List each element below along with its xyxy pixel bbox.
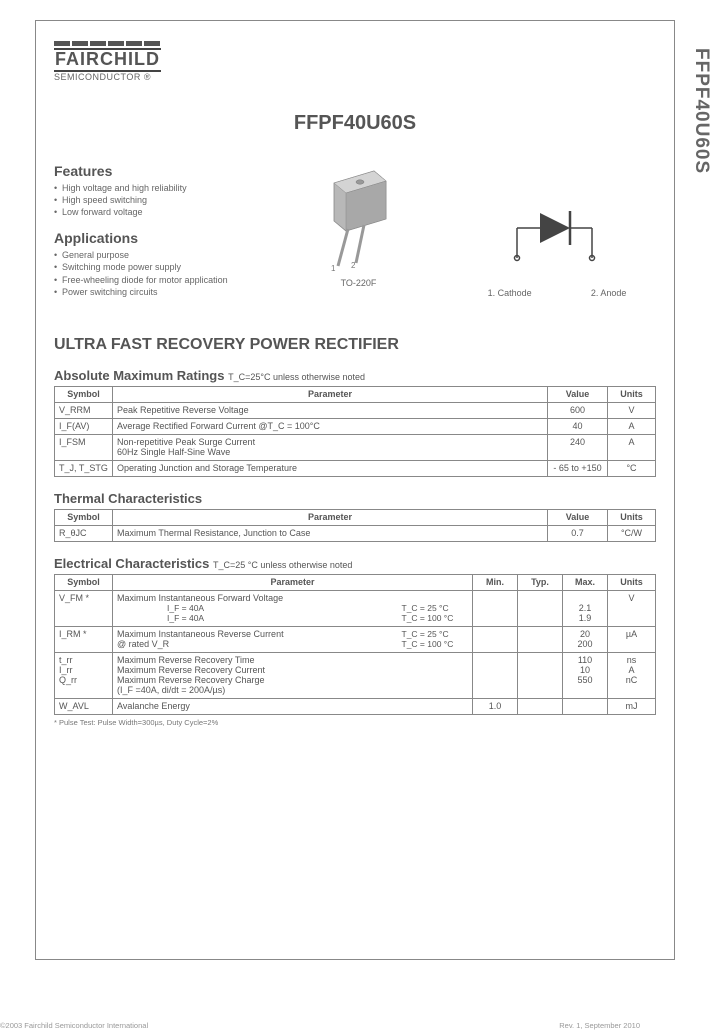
th: Units <box>608 509 656 525</box>
th: Symbol <box>55 574 113 590</box>
th: Max. <box>563 574 608 590</box>
thermal-heading: Thermal Characteristics <box>54 491 656 506</box>
footer-right: Rev. 1, September 2010 <box>559 1021 640 1030</box>
table-row: t_rrI_rrQ_rr Maximum Reverse Recovery Ti… <box>55 652 656 698</box>
main-title: ULTRA FAST RECOVERY POWER RECTIFIER <box>54 336 656 354</box>
applications-list: General purpose Switching mode power sup… <box>54 249 259 298</box>
pin2-label: 2. Anode <box>591 288 627 298</box>
th: Min. <box>473 574 518 590</box>
th: Value <box>548 509 608 525</box>
part-number-title: FFPF40U60S <box>54 112 656 135</box>
th: Typ. <box>518 574 563 590</box>
th: Parameter <box>113 386 548 402</box>
list-item: Switching mode power supply <box>54 261 259 273</box>
diode-icon <box>492 193 622 283</box>
svg-text:1: 1 <box>331 264 336 273</box>
elec-heading: Electrical Characteristics T_C=25 °C unl… <box>54 556 656 571</box>
table-row: V_RRMPeak Repetitive Reverse Voltage600V <box>55 402 656 418</box>
pin1-label: 1. Cathode <box>488 288 532 298</box>
list-item: General purpose <box>54 249 259 261</box>
page-frame: FAIRCHILD SEMICONDUCTOR ® FFPF40U60S Fea… <box>35 20 675 960</box>
th: Units <box>608 386 656 402</box>
table-row: W_AVL Avalanche Energy 1.0 mJ <box>55 698 656 714</box>
amr-table: Symbol Parameter Value Units V_RRMPeak R… <box>54 386 656 477</box>
table-row: I_RM * Maximum Instantaneous Reverse Cur… <box>55 626 656 652</box>
footer-left: ©2003 Fairchild Semiconductor Internatio… <box>0 1021 148 1030</box>
logo-subtitle: SEMICONDUCTOR ® <box>54 72 656 82</box>
th: Parameter <box>113 509 548 525</box>
features-list: High voltage and high reliability High s… <box>54 182 259 218</box>
th: Symbol <box>55 509 113 525</box>
list-item: Low forward voltage <box>54 206 259 218</box>
overview-row: Features High voltage and high reliabili… <box>54 163 656 310</box>
logo: FAIRCHILD SEMICONDUCTOR ® <box>54 41 656 82</box>
svg-text:2: 2 <box>351 261 356 270</box>
table-row: T_J, T_STGOperating Junction and Storage… <box>55 460 656 476</box>
package-label: TO-220F <box>271 278 446 288</box>
table-row: I_F(AV)Average Rectified Forward Current… <box>55 418 656 434</box>
th: Parameter <box>113 574 473 590</box>
thermal-table: Symbol Parameter Value Units R_θJCMaximu… <box>54 509 656 542</box>
elec-table: Symbol Parameter Min. Typ. Max. Units V_… <box>54 574 656 715</box>
package-figure: 1 2 TO-220F <box>271 163 446 288</box>
list-item: Power switching circuits <box>54 286 259 298</box>
amr-heading: Absolute Maximum Ratings T_C=25°C unless… <box>54 368 656 383</box>
logo-name: FAIRCHILD <box>54 48 161 72</box>
th: Units <box>608 574 656 590</box>
th: Symbol <box>55 386 113 402</box>
applications-heading: Applications <box>54 230 259 246</box>
elec-footnote: * Pulse Test: Pulse Width=300µs, Duty Cy… <box>54 718 656 727</box>
table-row: R_θJCMaximum Thermal Resistance, Junctio… <box>55 525 656 541</box>
diode-symbol-figure: 1. Cathode 2. Anode <box>458 163 656 298</box>
table-row: I_FSMNon-repetitive Peak Surge Current 6… <box>55 434 656 460</box>
page-footer: ©2003 Fairchild Semiconductor Internatio… <box>0 1021 640 1030</box>
features-heading: Features <box>54 163 259 179</box>
list-item: High speed switching <box>54 194 259 206</box>
list-item: High voltage and high reliability <box>54 182 259 194</box>
th: Value <box>548 386 608 402</box>
table-row: V_FM * Maximum Instantaneous Forward Vol… <box>55 590 656 626</box>
list-item: Free-wheeling diode for motor applicatio… <box>54 274 259 286</box>
package-icon: 1 2 <box>299 163 419 273</box>
side-part-number: FFPF40U60S <box>690 48 712 174</box>
